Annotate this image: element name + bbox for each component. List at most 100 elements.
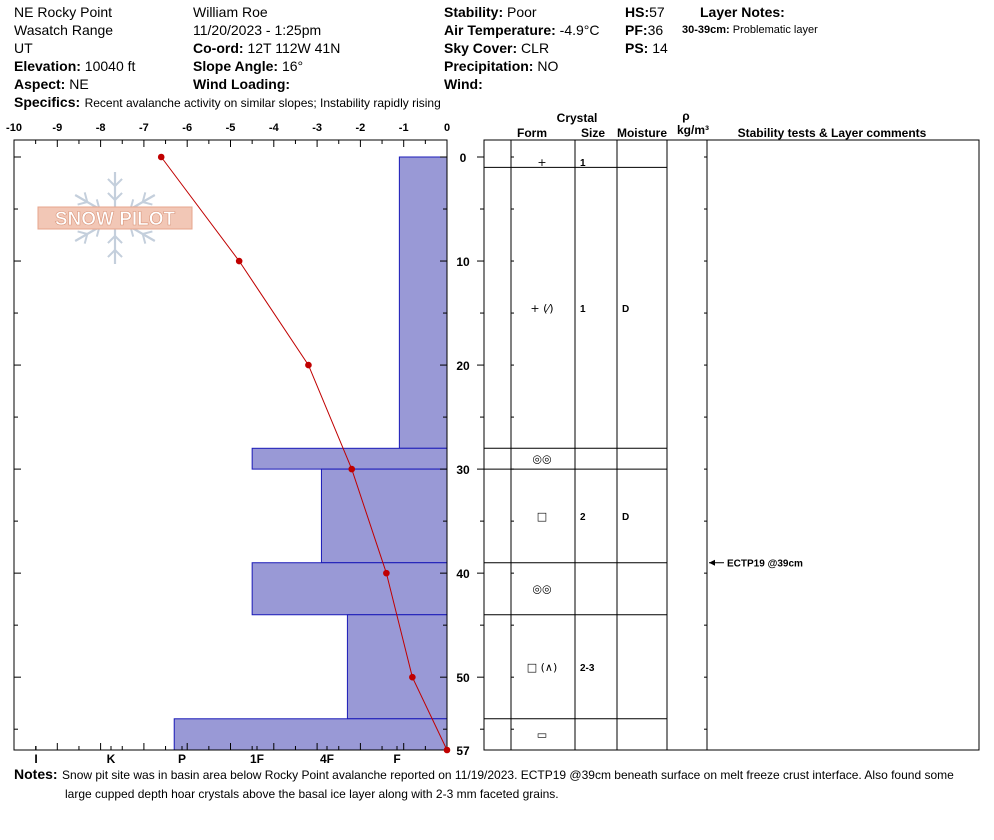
hardness-label: F bbox=[393, 752, 400, 766]
pf-value: 36 bbox=[647, 22, 664, 38]
aspect-row: Aspect: NE bbox=[14, 77, 89, 91]
temperature-point bbox=[157, 153, 165, 161]
layer-moisture: D bbox=[622, 512, 629, 523]
hardness-bar bbox=[251, 447, 448, 470]
hs-label: HS: bbox=[625, 4, 650, 20]
aspect-value: NE bbox=[69, 76, 89, 92]
layer-table: Crystal Form Size Moisture ρkg/m³ Stability t… bbox=[483, 109, 980, 751]
snowflake-branch bbox=[114, 192, 123, 201]
elevation-label: Elevation: bbox=[14, 58, 81, 74]
layer-note-row: 30-39cm: Problematic layer bbox=[682, 25, 818, 36]
notes-label: Notes: bbox=[14, 766, 58, 782]
air-temp-value: -4.9°C bbox=[559, 22, 600, 38]
hardness-bar bbox=[346, 614, 448, 720]
observation-datetime: 11/20/2023 - 1:25pm bbox=[193, 22, 322, 38]
sky-row: Sky Cover: CLR bbox=[444, 41, 549, 55]
specifics-value: Recent avalanche activity on similar slo… bbox=[84, 96, 441, 110]
table-border bbox=[483, 139, 980, 751]
slope-row: Slope Angle: 16° bbox=[193, 59, 303, 73]
snowflake-branch bbox=[114, 178, 123, 187]
depth-tick-label: 0 bbox=[460, 151, 467, 165]
density-header: ρ bbox=[682, 109, 689, 123]
temperature-point bbox=[443, 746, 451, 754]
snowflake-branch bbox=[141, 192, 147, 203]
sky-value: CLR bbox=[521, 40, 550, 56]
size-header: Size bbox=[581, 126, 605, 140]
snowflake-branch bbox=[142, 201, 153, 206]
temp-tick-label: -5 bbox=[226, 122, 236, 134]
snowflake-branch bbox=[141, 233, 147, 244]
layer-form: ▭ bbox=[537, 728, 547, 741]
temp-tick-label: -1 bbox=[399, 122, 409, 134]
hardness-bar bbox=[320, 468, 448, 564]
temp-tick-label: 0 bbox=[444, 122, 450, 134]
hs-row: HS:57 bbox=[625, 5, 665, 19]
depth-tick-label: 30 bbox=[456, 463, 470, 477]
stability-label: Stability: bbox=[444, 4, 504, 20]
ps-row: PS: 14 bbox=[625, 41, 668, 55]
temp-tick-label: -4 bbox=[269, 122, 280, 134]
logo-band bbox=[37, 206, 193, 230]
layer-size: 2-3 bbox=[580, 663, 595, 674]
range-name: Wasatch Range bbox=[14, 22, 114, 38]
crystal-header: Crystal bbox=[557, 111, 598, 125]
density-unit-header: kg/m³ bbox=[677, 123, 709, 137]
coord-value: 12T 112W 41N bbox=[247, 40, 341, 56]
elevation-value: 10040 ft bbox=[84, 58, 136, 74]
layer-size: 1 bbox=[580, 158, 586, 169]
temp-tick-label: -9 bbox=[52, 122, 62, 134]
temperature-profile-line bbox=[157, 153, 451, 754]
snowflake-branch bbox=[114, 249, 123, 258]
layer-size: 2 bbox=[580, 512, 586, 523]
depth-tick-label: 50 bbox=[456, 671, 470, 685]
air-temp-row: Air Temperature: -4.9°C bbox=[444, 23, 600, 37]
temp-tick-label: -2 bbox=[356, 122, 366, 134]
hardness-label: 4F bbox=[320, 752, 334, 766]
ps-value: 14 bbox=[652, 40, 668, 56]
logo-text: SNOW PILOT bbox=[55, 209, 176, 230]
snow-pilot-logo: SNOW PILOT bbox=[37, 172, 193, 264]
comments-header: Stability tests & Layer comments bbox=[738, 126, 927, 140]
snowflake-branch bbox=[83, 192, 89, 203]
temp-tick-label: -6 bbox=[182, 122, 192, 134]
snowflake-branch bbox=[107, 235, 116, 244]
pf-label: PF: bbox=[625, 22, 648, 38]
temperature-point bbox=[348, 465, 356, 473]
wind-label: Wind: bbox=[444, 76, 483, 92]
stability-row: Stability: Poor bbox=[444, 5, 537, 19]
temperature-point bbox=[383, 569, 390, 577]
wind-loading-label: Wind Loading: bbox=[193, 76, 291, 92]
layer-note-text: Problematic layer bbox=[732, 24, 818, 36]
temperature-point bbox=[235, 257, 243, 265]
sky-label: Sky Cover: bbox=[444, 40, 518, 56]
form-header: Form bbox=[517, 126, 547, 140]
air-temp-label: Air Temperature: bbox=[444, 22, 556, 38]
hardness-bar bbox=[251, 562, 448, 616]
layer-form: ◎◎ bbox=[532, 583, 551, 596]
specifics-label: Specifics: bbox=[14, 94, 81, 110]
notes-text-1: Snow pit site was in basin area below Ro… bbox=[62, 768, 954, 782]
hardness-label: I bbox=[34, 752, 37, 766]
coord-label: Co-ord: bbox=[193, 40, 244, 56]
notes-row-1: Notes: Snow pit site was in basin area b… bbox=[14, 767, 954, 783]
moisture-header: Moisture bbox=[617, 126, 667, 140]
stability-value: Poor bbox=[507, 4, 537, 20]
snowflake-branch bbox=[114, 235, 123, 244]
depth-tick-label: 20 bbox=[456, 359, 470, 373]
layer-form: □ (∧) bbox=[527, 661, 558, 674]
snowflake-branch bbox=[107, 249, 116, 258]
layer-form: + bbox=[537, 156, 546, 169]
hs-value: 57 bbox=[649, 4, 665, 20]
hardness-label: 1F bbox=[250, 752, 264, 766]
hardness-label: P bbox=[178, 752, 186, 766]
specifics-row: Specifics: Recent avalanche activity on … bbox=[14, 95, 441, 111]
ps-label: PS: bbox=[625, 40, 649, 56]
slope-label: Slope Angle: bbox=[193, 58, 279, 74]
hardness-label: K bbox=[107, 752, 116, 766]
temp-tick-label: -8 bbox=[96, 122, 106, 134]
snowflake-branch bbox=[77, 230, 88, 235]
pf-row: PF:36 bbox=[625, 23, 663, 37]
layer-moisture: D bbox=[622, 304, 629, 315]
